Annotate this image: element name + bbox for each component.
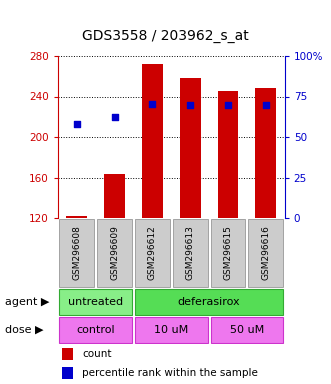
Point (74, 121, 79, 127)
Bar (60, 317, 132, 343)
Bar (135, 317, 208, 343)
Bar (63, 367, 73, 379)
Bar (104, 174, 125, 218)
Text: agent ▶: agent ▶ (5, 297, 49, 307)
Text: percentile rank within the sample: percentile rank within the sample (82, 368, 258, 378)
Bar (63, 348, 73, 360)
Text: 50 uM: 50 uM (230, 325, 264, 335)
Bar (60, 219, 94, 287)
Bar (217, 91, 238, 218)
Text: dose ▶: dose ▶ (5, 325, 43, 335)
Text: deferasirox: deferasirox (178, 297, 240, 307)
Point (188, 101, 193, 108)
Bar (211, 317, 283, 343)
Bar (135, 289, 283, 315)
Text: GSM296615: GSM296615 (223, 225, 232, 280)
Point (263, 101, 268, 108)
Point (225, 101, 231, 108)
Text: GSM296613: GSM296613 (186, 225, 195, 280)
Text: untreated: untreated (68, 297, 123, 307)
Bar (142, 64, 163, 218)
Bar (135, 219, 170, 287)
Bar (60, 289, 132, 315)
Text: count: count (82, 349, 112, 359)
Point (112, 114, 117, 120)
Bar (248, 219, 283, 287)
Bar (173, 219, 208, 287)
Text: GSM296616: GSM296616 (261, 225, 270, 280)
Text: 10 uM: 10 uM (154, 325, 188, 335)
Text: GSM296608: GSM296608 (72, 225, 81, 280)
Text: GSM296612: GSM296612 (148, 226, 157, 280)
Text: GDS3558 / 203962_s_at: GDS3558 / 203962_s_at (82, 28, 249, 43)
Bar (97, 219, 132, 287)
Text: GSM296609: GSM296609 (110, 225, 119, 280)
Bar (211, 219, 245, 287)
Bar (256, 88, 276, 218)
Text: control: control (76, 325, 115, 335)
Bar (67, 216, 87, 218)
Bar (180, 78, 201, 218)
Point (150, 101, 155, 107)
